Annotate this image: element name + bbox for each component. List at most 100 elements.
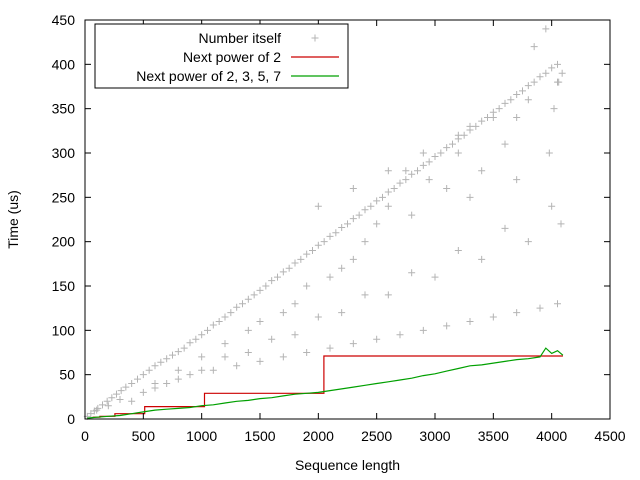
scatter-point [326, 344, 334, 352]
scatter-point [349, 340, 357, 348]
scatter-point [530, 78, 538, 86]
scatter-point [449, 140, 456, 148]
scatter-point [530, 43, 538, 51]
scatter-point [390, 184, 398, 192]
y-tick-label: 250 [52, 189, 76, 205]
scatter-point [495, 105, 503, 113]
scatter-point [108, 394, 116, 402]
scatter-point [204, 326, 211, 334]
scatter-point [285, 264, 293, 272]
scatter-point [542, 69, 550, 77]
scatter-point [402, 167, 410, 175]
scatter-point [536, 304, 544, 312]
scatter-point [536, 73, 544, 81]
scatter-point [320, 238, 328, 246]
scatter-point [408, 211, 416, 219]
scatter-point [174, 348, 182, 356]
scatter-point [103, 397, 111, 405]
scatter-point [513, 176, 521, 184]
scatter-point [233, 303, 241, 311]
scatter-point [408, 170, 416, 178]
scatter-point [361, 238, 369, 246]
scatter-point [221, 340, 229, 348]
scatter-point [139, 388, 147, 396]
scatter-point [425, 158, 433, 166]
scatter-point [291, 259, 299, 267]
legend-label: Number itself [199, 30, 282, 46]
scatter-point [326, 273, 334, 281]
scatter-point [396, 179, 404, 187]
x-tick-label: 500 [132, 428, 156, 444]
scatter-point [163, 380, 171, 388]
scatter-point [489, 313, 497, 321]
scatter-point [93, 406, 101, 414]
scatter-point [478, 117, 486, 125]
scatter-point [303, 250, 311, 258]
scatter-point [454, 131, 462, 139]
scatter-point [256, 317, 264, 325]
plot-frame [84, 19, 611, 420]
scatter-point [122, 383, 130, 391]
scatter-point [396, 331, 404, 339]
x-tick-label: 4000 [536, 428, 567, 444]
scatter-point [198, 353, 206, 361]
scatter-point [192, 335, 200, 343]
scatter-point [454, 149, 462, 157]
scatter-point [501, 140, 509, 148]
scatter-point [373, 197, 381, 205]
scatter-point [303, 349, 311, 356]
scatter-point [99, 401, 106, 409]
scatter-point [501, 99, 509, 107]
scatter-point [545, 149, 553, 157]
scatter-point [419, 161, 427, 169]
scatter-point [274, 273, 281, 281]
scatter-point [262, 282, 270, 290]
scatter-point [454, 247, 462, 255]
scatter-point [215, 317, 223, 325]
scatter-point [524, 82, 532, 90]
scatter-point [279, 353, 287, 361]
scatter-point [431, 153, 439, 161]
x-tick-label: 0 [81, 428, 89, 444]
scatter-point [349, 215, 357, 223]
scatter-point [209, 321, 217, 329]
y-tick-label: 300 [52, 145, 76, 161]
scatter-point [349, 255, 357, 263]
scatter-point [443, 322, 451, 330]
line-layer [87, 347, 564, 419]
y-tick-label: 50 [59, 367, 75, 383]
scatter-point [332, 229, 340, 237]
scatter-point [419, 326, 427, 334]
scatter-point [513, 90, 521, 98]
scatter-point [384, 167, 392, 175]
scatter-point [338, 223, 346, 231]
scatter-point [256, 286, 264, 294]
scatter-point [554, 78, 561, 86]
scatter-point [349, 184, 357, 192]
scatter-point [384, 291, 392, 299]
x-tick-label: 2500 [361, 428, 392, 444]
scatter-point [501, 224, 509, 232]
scatter-point [419, 149, 427, 157]
scatter-point [373, 335, 381, 343]
scatter-point [361, 291, 369, 299]
scatter-point [513, 309, 521, 317]
scatter-point [478, 255, 486, 263]
scatter-point [379, 193, 386, 201]
scatter-point [542, 25, 550, 33]
scatter-point [163, 355, 171, 363]
scatter-point [180, 344, 188, 352]
y-tick-label: 100 [52, 322, 76, 338]
scatter-point [373, 220, 381, 228]
y-axis-label: Time (us) [5, 190, 21, 249]
x-axis-label: Sequence length [295, 457, 400, 473]
y-tick-label: 450 [52, 12, 76, 28]
scatter-point [338, 309, 346, 317]
scatter-point [519, 87, 526, 95]
scatter-point [279, 268, 287, 276]
y-tick-label: 400 [52, 56, 76, 72]
y-tick-label: 350 [52, 101, 76, 117]
scatter-point [244, 295, 252, 303]
scatter-point [151, 362, 159, 370]
scatter-point [139, 371, 147, 379]
